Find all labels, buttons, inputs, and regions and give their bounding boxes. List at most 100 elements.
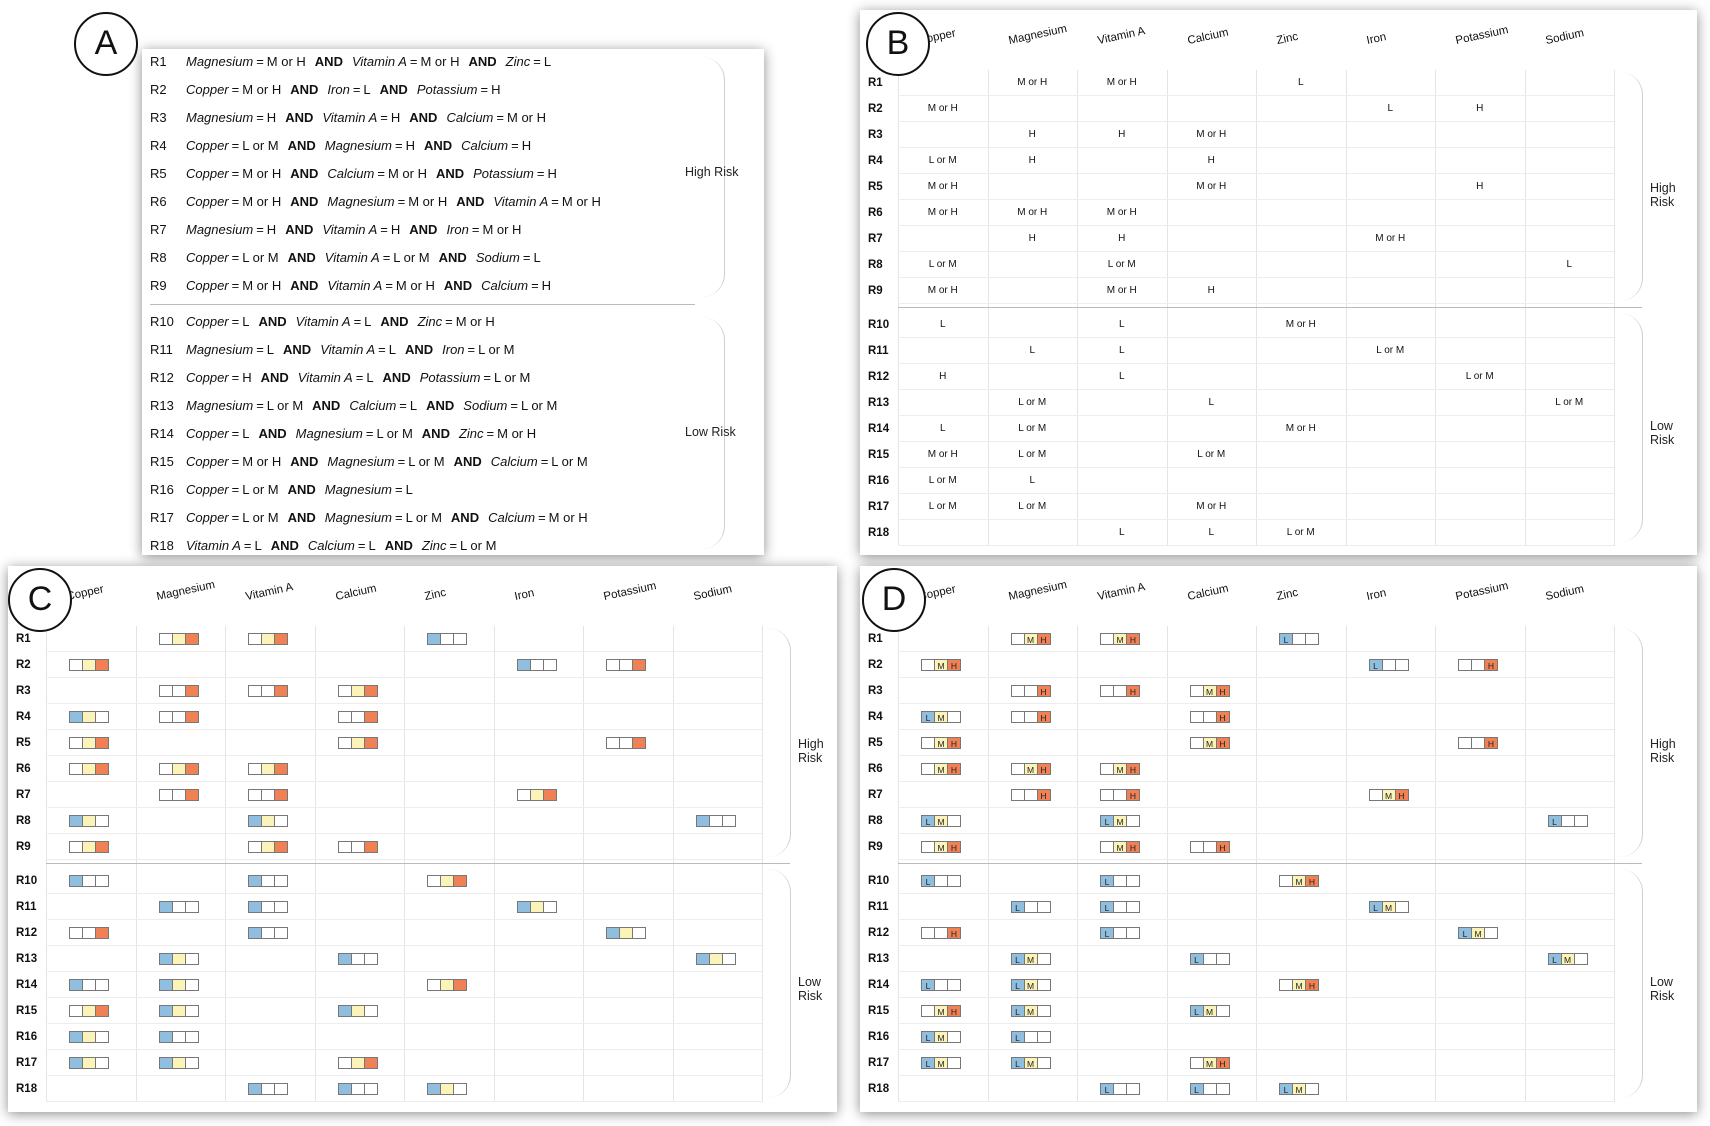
row-label-r8: R8 <box>868 815 883 827</box>
level-glyph <box>158 711 199 723</box>
group-separator <box>46 863 790 864</box>
level-box-m <box>171 685 186 697</box>
level-box-l <box>248 901 262 913</box>
feature-value: L <box>364 314 372 329</box>
level-box-m <box>261 927 275 939</box>
row-label-r18: R18 <box>868 527 890 539</box>
level-glyph <box>69 927 109 939</box>
equals-sign: = <box>397 454 406 469</box>
grid-row-line <box>46 859 762 860</box>
feature-name: Iron <box>446 222 469 237</box>
cell-value: M or H <box>1196 181 1227 192</box>
feature-value: L or M <box>242 250 279 265</box>
level-box-l: L <box>1189 1083 1204 1095</box>
grid-row-line <box>898 651 1614 652</box>
grid-row-line <box>46 945 762 946</box>
and-operator: AND <box>438 250 467 265</box>
feature-name: Vitamin A <box>493 194 549 209</box>
level-box-l <box>337 1057 352 1069</box>
row-label-r11: R11 <box>16 901 37 913</box>
row-label-r8: R8 <box>16 815 31 827</box>
column-header-potassium: Potassium <box>602 580 658 603</box>
level-box-l: L <box>1100 1083 1114 1095</box>
level-box-h <box>184 901 199 913</box>
level-box-l <box>1189 737 1204 749</box>
feature-value: L <box>368 538 376 553</box>
row-label-r7: R7 <box>16 789 31 801</box>
level-box-m <box>934 875 948 887</box>
grid-row-line <box>46 1075 762 1076</box>
row-label-r18: R18 <box>868 1083 890 1095</box>
level-glyph <box>248 763 288 775</box>
feature-name: Calcium <box>481 278 529 293</box>
grid-row-line <box>898 545 1614 546</box>
level-glyph <box>158 1057 199 1069</box>
grid-row-line <box>898 859 1614 860</box>
level-box-m: M <box>1202 1005 1217 1017</box>
grid-column-line <box>898 70 899 546</box>
high-risk-label: High Risk <box>1650 736 1676 765</box>
and-operator: AND <box>409 222 438 237</box>
level-box-m <box>350 953 365 965</box>
level-box-m <box>82 1005 96 1017</box>
equals-sign: = <box>231 370 240 385</box>
level-box-l <box>337 685 352 697</box>
level-box-l <box>69 841 83 853</box>
column-header-sodium: Sodium <box>1544 27 1585 47</box>
level-box-l: L <box>1458 927 1472 939</box>
level-glyph <box>158 901 199 913</box>
level-box-h <box>721 953 736 965</box>
cell-value: L or M <box>928 501 957 512</box>
equals-sign: = <box>231 250 240 265</box>
feature-value: M or H <box>408 194 448 209</box>
equals-sign: = <box>394 510 403 525</box>
level-glyph: H <box>1458 659 1498 671</box>
level-box-m <box>1023 1031 1038 1043</box>
grid-row-line <box>898 337 1614 338</box>
grid-row-line <box>898 755 1614 756</box>
level-box-h <box>542 789 557 801</box>
level-box-h <box>363 711 378 723</box>
feature-name: Copper <box>186 250 229 265</box>
level-box-h <box>1126 815 1140 827</box>
equals-sign: = <box>353 314 362 329</box>
cell-value: M or H <box>1017 207 1048 218</box>
level-box-m <box>934 979 948 991</box>
feature-name: Vitamin A <box>322 222 378 237</box>
grid-column-line <box>404 626 405 1102</box>
grid-row-line <box>898 893 1614 894</box>
level-box-l <box>427 633 441 645</box>
feature-value: H <box>242 370 252 385</box>
level-box-h <box>947 875 961 887</box>
cell-value: L <box>1208 527 1215 538</box>
level-box-m: M <box>934 763 948 775</box>
feature-name: Copper <box>186 510 229 525</box>
level-box-m <box>350 1057 365 1069</box>
equals-sign: = <box>231 314 240 329</box>
level-box-h <box>1126 875 1140 887</box>
cell-value: L or M <box>1465 371 1494 382</box>
level-box-m: M <box>1381 901 1396 913</box>
level-glyph <box>248 875 288 887</box>
level-box-h: H <box>1215 737 1230 749</box>
cell-value: M or H <box>1196 129 1227 140</box>
column-header-calcium: Calcium <box>1186 26 1230 47</box>
level-box-m <box>350 841 365 853</box>
cell-value: L or M <box>928 475 957 486</box>
level-glyph: L <box>1279 633 1319 645</box>
level-glyph <box>337 685 378 697</box>
level-box-l <box>69 763 83 775</box>
level-box-h <box>1215 1005 1230 1017</box>
row-label-r15: R15 <box>868 1005 890 1017</box>
row-label-r6: R6 <box>868 763 883 775</box>
level-box-h: H <box>947 1005 961 1017</box>
level-box-m: M <box>1023 1005 1038 1017</box>
level-box-h <box>95 841 109 853</box>
feature-name: Zinc <box>421 538 447 553</box>
level-box-h <box>947 1057 961 1069</box>
level-box-m: M <box>1023 979 1038 991</box>
row-label-r15: R15 <box>868 449 890 461</box>
cell-value: M or H <box>1285 423 1316 434</box>
